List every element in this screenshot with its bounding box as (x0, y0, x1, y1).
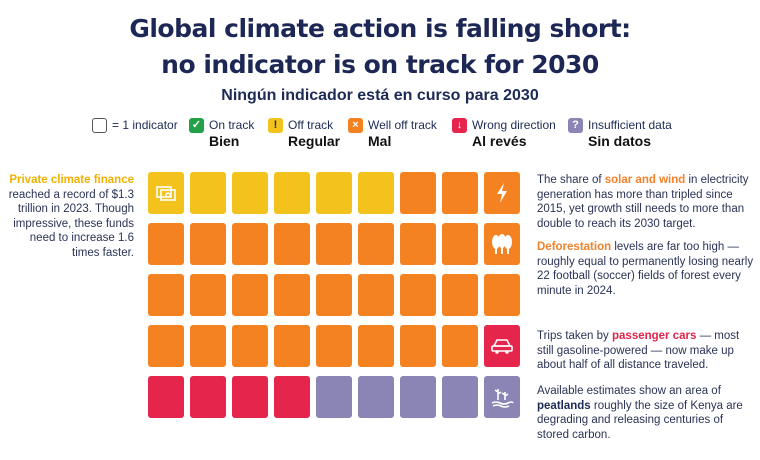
indicator-cell (274, 376, 310, 418)
legend-unit-label: = 1 indicator (112, 118, 178, 132)
indicator-cell (358, 274, 394, 316)
chart-title-line2: no indicator is on track for 2030 (161, 50, 599, 79)
indicator-cell (358, 172, 394, 214)
legend: = 1 indicator ✓ On track Bien ! Off trac… (92, 117, 682, 157)
note-peat: Available estimates show an area of peat… (537, 384, 757, 442)
indicator-cell (232, 376, 268, 418)
legend-label: Wrong direction (472, 118, 556, 132)
legend-label: On track (209, 118, 255, 132)
indicator-cell (190, 223, 226, 265)
indicator-cell (442, 325, 478, 367)
check-icon: ✓ (189, 118, 204, 133)
indicator-cell (148, 172, 184, 214)
chart-subtitle: Ningún indicador está en curso para 2030 (221, 87, 539, 104)
indicator-cell (316, 325, 352, 367)
note-finance-highlight: Private climate finance (9, 174, 134, 186)
indicator-cell (190, 325, 226, 367)
indicator-cell (442, 274, 478, 316)
indicator-cell (400, 376, 436, 418)
car-icon (490, 337, 514, 355)
indicator-cell (316, 223, 352, 265)
legend-label-es: Mal (368, 133, 392, 149)
indicator-cell (190, 376, 226, 418)
lightning-icon (494, 182, 510, 204)
indicator-cell (484, 274, 520, 316)
indicator-cell (316, 172, 352, 214)
question-icon: ? (568, 118, 583, 133)
indicator-cell (442, 376, 478, 418)
indicator-cell (358, 376, 394, 418)
indicator-cell (148, 325, 184, 367)
indicator-cell (316, 376, 352, 418)
legend-label-es: Sin datos (588, 133, 652, 149)
legend-label: Well off track (368, 118, 437, 132)
money-icon (155, 183, 177, 203)
indicator-cell (232, 223, 268, 265)
note-deforestation: Deforestation levels are far too high — … (537, 240, 757, 298)
note-solar: The share of solar and wind in electrici… (537, 173, 757, 231)
indicator-cell (232, 325, 268, 367)
note-peat-pre: Available estimates show an area of (537, 385, 721, 397)
indicator-cell (400, 223, 436, 265)
indicator-cell (442, 223, 478, 265)
note-cars-pre: Trips taken by (537, 330, 612, 342)
indicator-cell (274, 325, 310, 367)
indicator-cell (400, 274, 436, 316)
unit-square-icon (92, 118, 107, 133)
indicator-cell (232, 172, 268, 214)
note-solar-highlight: solar and wind (604, 174, 686, 186)
indicator-cell (148, 223, 184, 265)
indicator-cell (400, 172, 436, 214)
indicator-cell (190, 274, 226, 316)
indicator-cell (148, 376, 184, 418)
indicator-cell (400, 325, 436, 367)
legend-label: Off track (288, 118, 334, 132)
note-peat-highlight: peatlands (537, 399, 591, 412)
indicator-cell (484, 172, 520, 214)
peatland-icon (490, 386, 514, 408)
indicator-cell (484, 223, 520, 265)
note-cars-text: — most still gasoline-powered — now make… (537, 330, 740, 371)
indicator-cell (442, 172, 478, 214)
note-finance-text: reached a record of $1.3 trillion in 202… (8, 188, 134, 259)
note-peat-text: roughly the size of Kenya are degrading … (537, 399, 743, 441)
indicator-cell (274, 223, 310, 265)
note-deforestation-highlight: Deforestation (537, 241, 612, 253)
note-cars-highlight: passenger cars (612, 330, 697, 342)
indicator-cell (148, 274, 184, 316)
indicator-cell (484, 376, 520, 418)
indicator-cell (484, 325, 520, 367)
trees-icon (490, 233, 514, 255)
legend-label: Insufficient data (588, 118, 672, 132)
legend-label-es: Al revés (472, 133, 527, 149)
indicator-cell (190, 172, 226, 214)
cross-icon: × (348, 118, 363, 133)
note-solar-pre: The share of (537, 174, 605, 186)
chart-title-line1: Global climate action is falling short: (129, 14, 631, 43)
legend-label-es: Regular (288, 133, 341, 149)
legend-label-es: Bien (209, 133, 240, 149)
indicator-cell (358, 325, 394, 367)
indicator-cell (358, 223, 394, 265)
indicator-cell (232, 274, 268, 316)
indicator-cell (274, 172, 310, 214)
note-solar-text: in electricity generation has more than … (537, 174, 749, 230)
indicator-cell (274, 274, 310, 316)
note-cars: Trips taken by passenger cars — most sti… (537, 329, 757, 373)
indicator-cell (316, 274, 352, 316)
note-finance: Private climate finance reached a record… (6, 173, 134, 260)
down-arrow-icon: ↓ (452, 118, 467, 133)
exclamation-icon: ! (268, 118, 283, 133)
note-deforestation-text: levels are far too high — roughly equal … (537, 241, 754, 297)
